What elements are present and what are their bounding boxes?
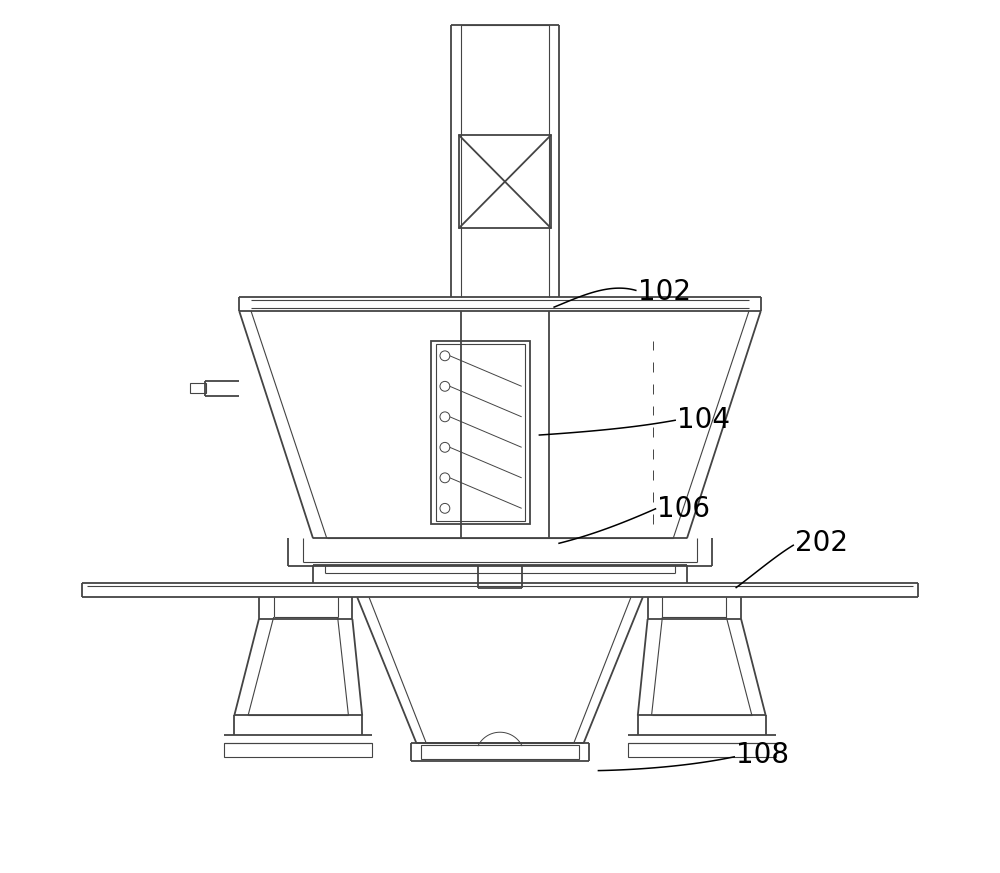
Text: 102: 102 [638,278,691,306]
Text: 108: 108 [736,741,789,769]
Bar [628,743,776,757]
Text: 104: 104 [677,406,730,434]
Bar [459,134,551,229]
Text: 202: 202 [795,529,848,557]
Bar [436,343,525,520]
Text: 106: 106 [657,495,710,523]
Bar [421,745,579,759]
Bar [190,383,206,393]
Bar [224,743,372,757]
Bar [431,340,530,524]
